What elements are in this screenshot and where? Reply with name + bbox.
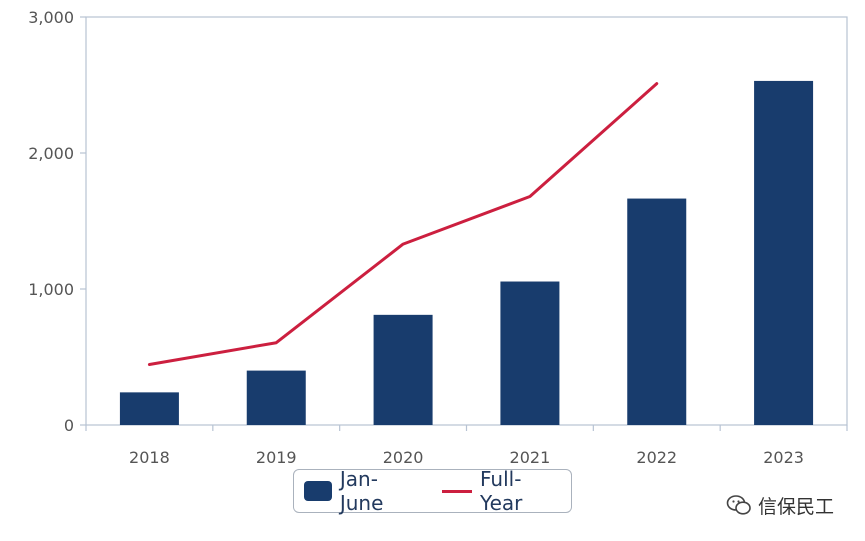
bar xyxy=(246,370,306,425)
x-tick-label: 2018 xyxy=(129,448,170,467)
bar xyxy=(627,198,687,425)
bar xyxy=(754,80,814,426)
full-year-line xyxy=(147,82,659,366)
x-tick-label: 2022 xyxy=(636,448,677,467)
x-tick-label: 2021 xyxy=(510,448,551,467)
x-tick-label: 2023 xyxy=(763,448,804,467)
legend-label-full-year: Full-Year xyxy=(480,467,523,515)
x-tick-label: 2020 xyxy=(383,448,424,467)
y-tick-label: 1,000 xyxy=(28,280,74,299)
legend-swatch-bar xyxy=(304,481,332,501)
legend-item-jan-june: Jan-June xyxy=(304,467,422,515)
watermark: 信保民工 xyxy=(726,492,834,518)
legend-swatch-line xyxy=(442,489,473,493)
y-tick-label: 2,000 xyxy=(28,144,74,163)
bar xyxy=(373,314,433,425)
bar xyxy=(119,392,179,425)
x-tick-label: 2019 xyxy=(256,448,297,467)
watermark-text: 信保民工 xyxy=(758,495,835,518)
y-tick-label: 0 xyxy=(64,416,74,435)
legend-label-jan-june: Jan-June xyxy=(339,467,384,515)
wechat-icon xyxy=(726,495,751,515)
legend: Jan-June Full-Year xyxy=(293,467,572,515)
bar xyxy=(500,281,560,425)
legend-item-full-year: Full-Year xyxy=(442,467,561,515)
y-tick-label: 3,000 xyxy=(28,8,74,27)
